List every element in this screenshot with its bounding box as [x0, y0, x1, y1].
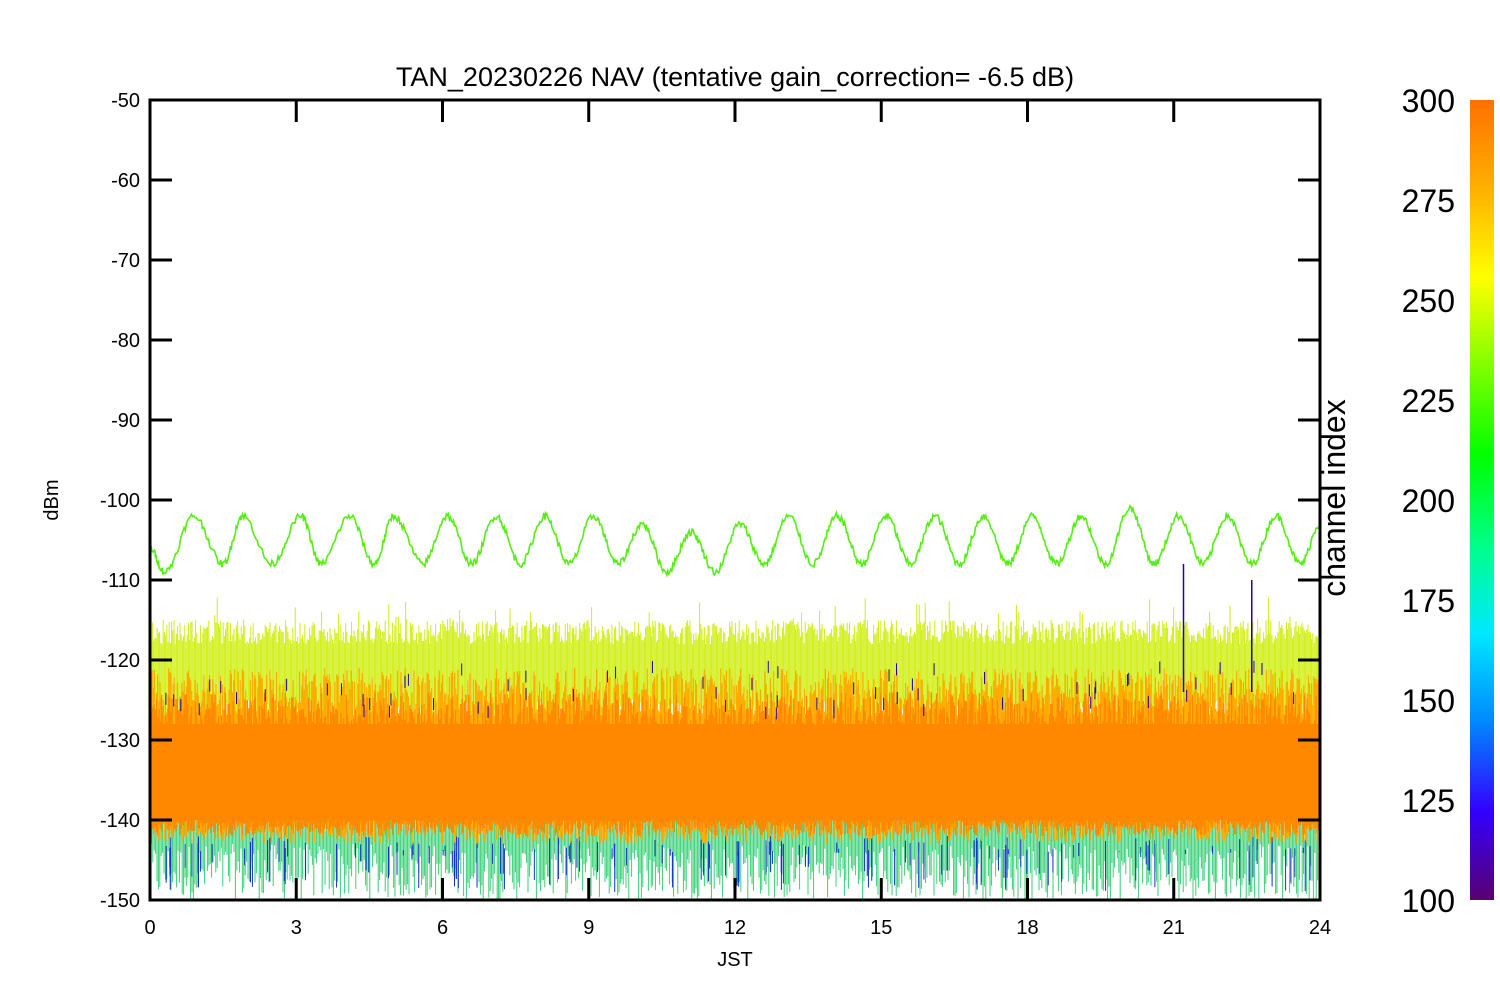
y-tick-label: -130 [100, 730, 140, 752]
noise-band-main-inner [150, 692, 1320, 836]
colorbar-tick-label: 100 [1402, 883, 1455, 919]
colorbar-title: channel index [1316, 399, 1352, 596]
noise-spikes-upper [165, 660, 1295, 720]
colorbar-axis: 300 275 250 225 200 175 150 125 100 [1402, 83, 1455, 919]
x-axis: 0 3 6 9 12 15 18 21 24 [144, 100, 1331, 939]
colorbar-tick-label: 300 [1402, 83, 1455, 119]
x-tick-label: 0 [144, 917, 155, 939]
y-tick-label: -70 [111, 250, 140, 272]
x-tick-label: 6 [437, 917, 448, 939]
x-tick-label: 18 [1016, 917, 1038, 939]
colorbar-tick-label: 150 [1402, 683, 1455, 719]
chart-title: TAN_20230226 NAV (tentative gain_correct… [396, 62, 1074, 92]
y-tick-label: -100 [100, 490, 140, 512]
y-axis: -50 -60 -70 -80 -90 -100 -110 -120 -130 -140 -150 [100, 90, 1320, 912]
y-tick-label: -60 [111, 170, 140, 192]
x-axis-title: JST [717, 949, 753, 971]
y-tick-label: -120 [100, 650, 140, 672]
y-tick-label: -140 [100, 810, 140, 832]
colorbar [1470, 100, 1494, 900]
y-tick-label: -150 [100, 890, 140, 912]
y-tick-label: -110 [101, 570, 140, 592]
y-axis-title: dBm [41, 479, 63, 520]
colorbar-tick-label: 175 [1402, 583, 1455, 619]
x-tick-label: 9 [583, 917, 594, 939]
x-tick-label: 3 [291, 917, 302, 939]
colorbar-tick-label: 275 [1402, 183, 1455, 219]
colorbar-tick-label: 200 [1402, 483, 1455, 519]
noise-spikes-lower [165, 836, 1311, 892]
colorbar-tick-label: 125 [1402, 783, 1455, 819]
x-tick-label: 15 [870, 917, 892, 939]
plot-area [150, 504, 1320, 900]
series-line-sinusoid [150, 504, 1320, 578]
y-tick-label: -80 [111, 330, 140, 352]
colorbar-tick-label: 250 [1402, 283, 1455, 319]
x-tick-label: 21 [1163, 917, 1185, 939]
y-tick-label: -50 [111, 90, 140, 112]
y-tick-label: -90 [111, 410, 140, 432]
x-tick-label: 24 [1309, 917, 1331, 939]
colorbar-tick-label: 225 [1402, 383, 1455, 419]
x-tick-label: 12 [724, 917, 746, 939]
